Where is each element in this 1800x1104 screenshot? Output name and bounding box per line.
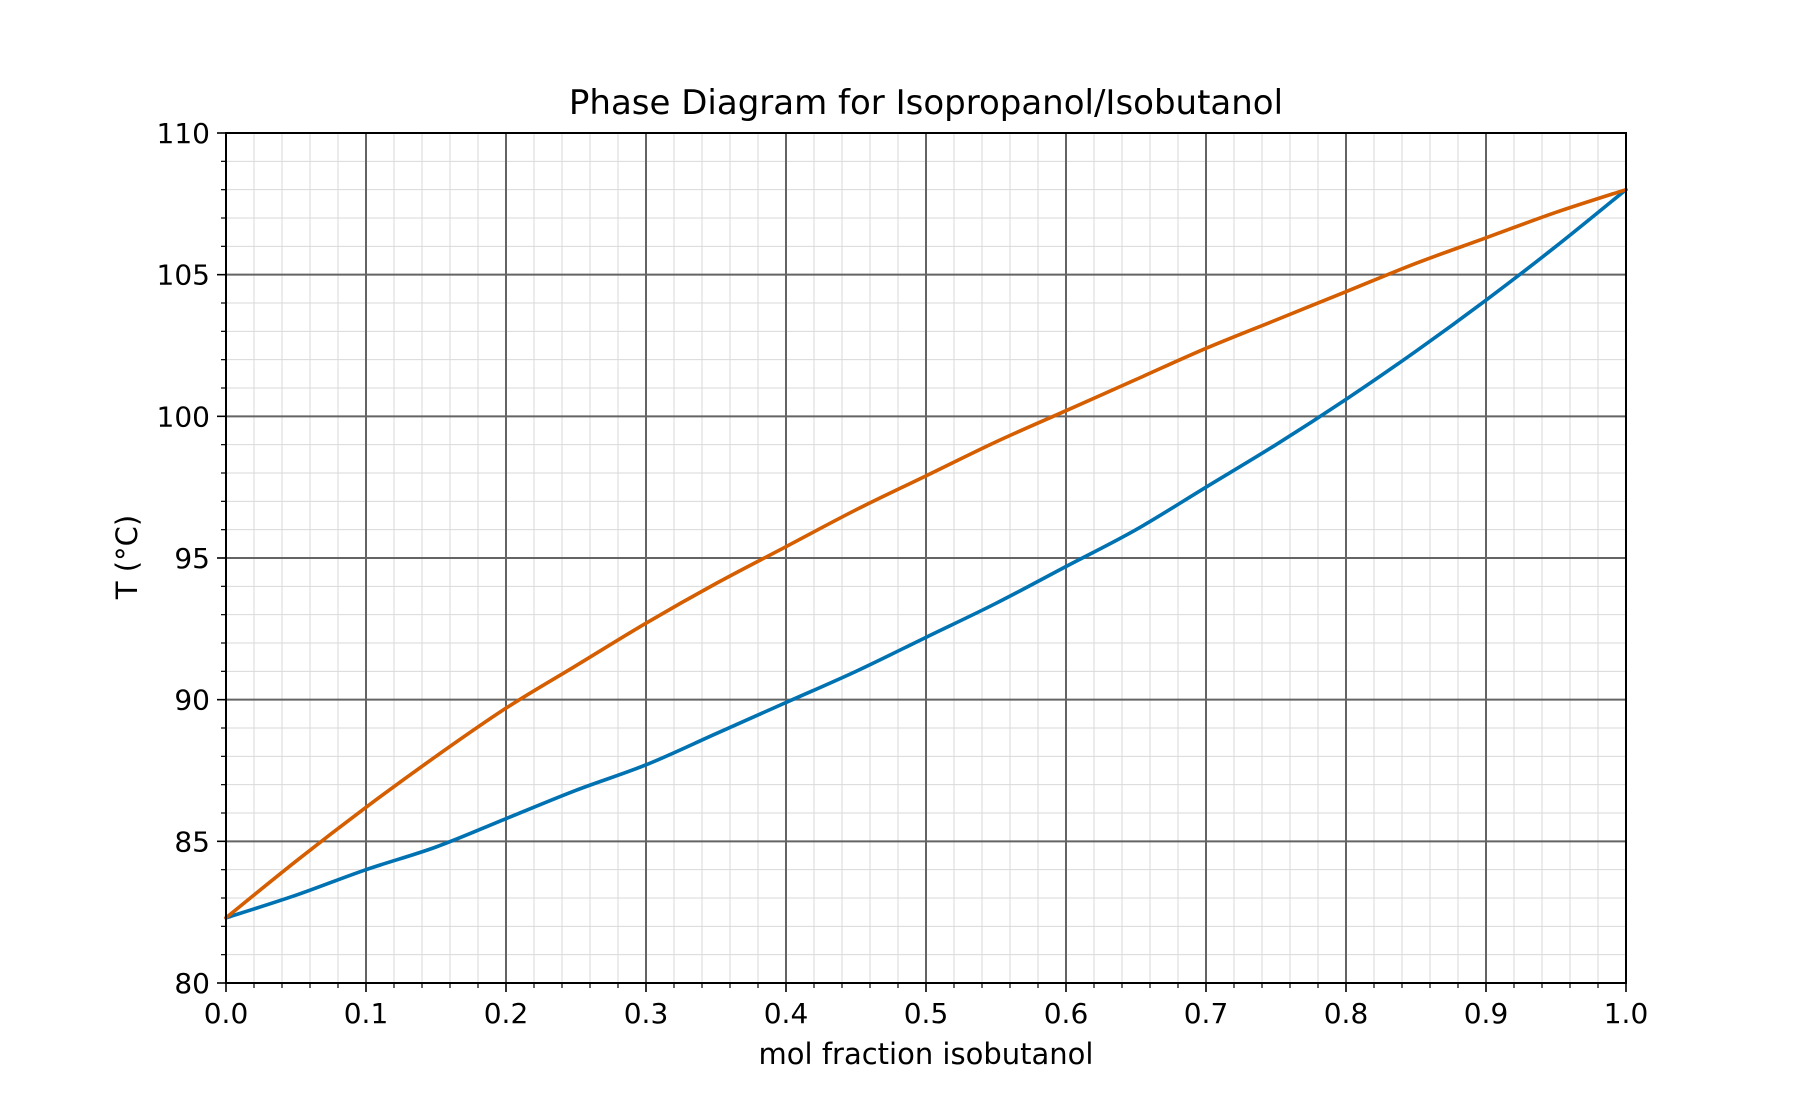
x-tick-label: 1.0 (1604, 997, 1649, 1030)
x-tick-label: 0.7 (1184, 997, 1229, 1030)
x-axis-label: mol fraction isobutanol (759, 1037, 1094, 1071)
y-tick-label: 100 (157, 400, 210, 433)
major-grid (225, 132, 1627, 984)
tick-marks (217, 132, 1627, 992)
y-tick-label: 85 (174, 825, 210, 858)
x-tick-label: 0.9 (1464, 997, 1509, 1030)
x-tick-label: 0.2 (484, 997, 529, 1030)
y-tick-label: 105 (157, 259, 210, 292)
x-tick-label: 0.0 (204, 997, 249, 1030)
series-line-1 (224, 187, 1628, 920)
x-tick-label: 0.3 (624, 997, 669, 1030)
y-tick-label: 90 (174, 684, 210, 717)
x-tick-label: 0.4 (764, 997, 809, 1030)
x-tick-label: 0.5 (904, 997, 949, 1030)
chart-title: Phase Diagram for Isopropanol/Isobutanol (569, 83, 1283, 123)
y-tick-label: 95 (174, 542, 210, 575)
y-tick-labels: 80 85 90 95 100 105 110 (157, 117, 210, 1000)
y-axis-label: T (°C) (110, 515, 144, 600)
x-tick-label: 0.6 (1044, 997, 1089, 1030)
x-tick-labels: 0.0 0.1 0.2 0.3 0.4 0.5 0.6 0.7 0.8 0.9 1.0 (204, 997, 1649, 1030)
series-layer (224, 187, 1628, 920)
y-tick-label: 80 (174, 967, 210, 1000)
y-tick-label: 110 (157, 117, 210, 150)
x-tick-label: 0.8 (1324, 997, 1369, 1030)
series-line-2 (224, 187, 1628, 920)
x-tick-label: 0.1 (344, 997, 389, 1030)
